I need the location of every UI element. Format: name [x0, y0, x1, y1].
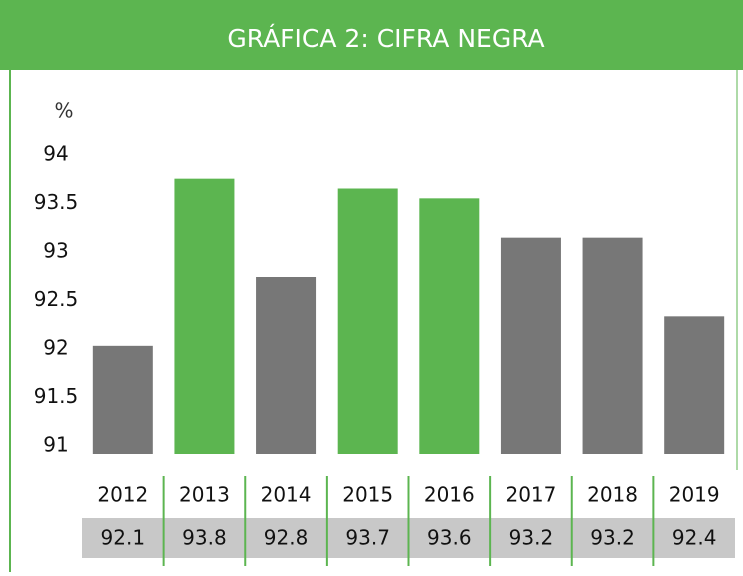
- value-label: 92.8: [264, 526, 309, 550]
- x-tick-label: 2012: [97, 483, 148, 507]
- x-tick-label: 2015: [342, 483, 393, 507]
- y-tick-label: 91: [43, 433, 68, 457]
- y-tick-label: 93: [43, 238, 68, 262]
- y-tick-label: 92.5: [34, 287, 79, 311]
- y-axis-label: %: [54, 99, 73, 123]
- bar: [174, 178, 235, 454]
- chart-title: GRÁFICA 2: CIFRA NEGRA: [227, 24, 544, 53]
- x-tick-label: 2016: [424, 483, 475, 507]
- bar: [582, 237, 643, 454]
- y-tick-label: 94: [43, 141, 68, 165]
- header-bar: [0, 0, 743, 70]
- bar: [256, 277, 317, 454]
- bar: [419, 198, 480, 454]
- value-label: 93.8: [182, 526, 227, 550]
- value-label: 93.6: [427, 526, 472, 550]
- value-label: 93.2: [509, 526, 554, 550]
- x-tick-label: 2017: [505, 483, 556, 507]
- value-label: 93.7: [345, 526, 390, 550]
- x-tick-label: 2013: [179, 483, 230, 507]
- bar: [337, 188, 398, 454]
- x-tick-label: 2019: [669, 483, 720, 507]
- bar: [500, 237, 561, 454]
- x-tick-label: 2014: [261, 483, 312, 507]
- value-label: 92.1: [101, 526, 146, 550]
- x-tick-label: 2018: [587, 483, 638, 507]
- y-tick-label: 92: [43, 335, 68, 359]
- bar: [664, 316, 725, 454]
- bar: [92, 345, 153, 454]
- y-tick-label: 91.5: [34, 384, 79, 408]
- y-tick-label: 93.5: [34, 190, 79, 214]
- value-label: 93.2: [590, 526, 635, 550]
- value-label: 92.4: [672, 526, 717, 550]
